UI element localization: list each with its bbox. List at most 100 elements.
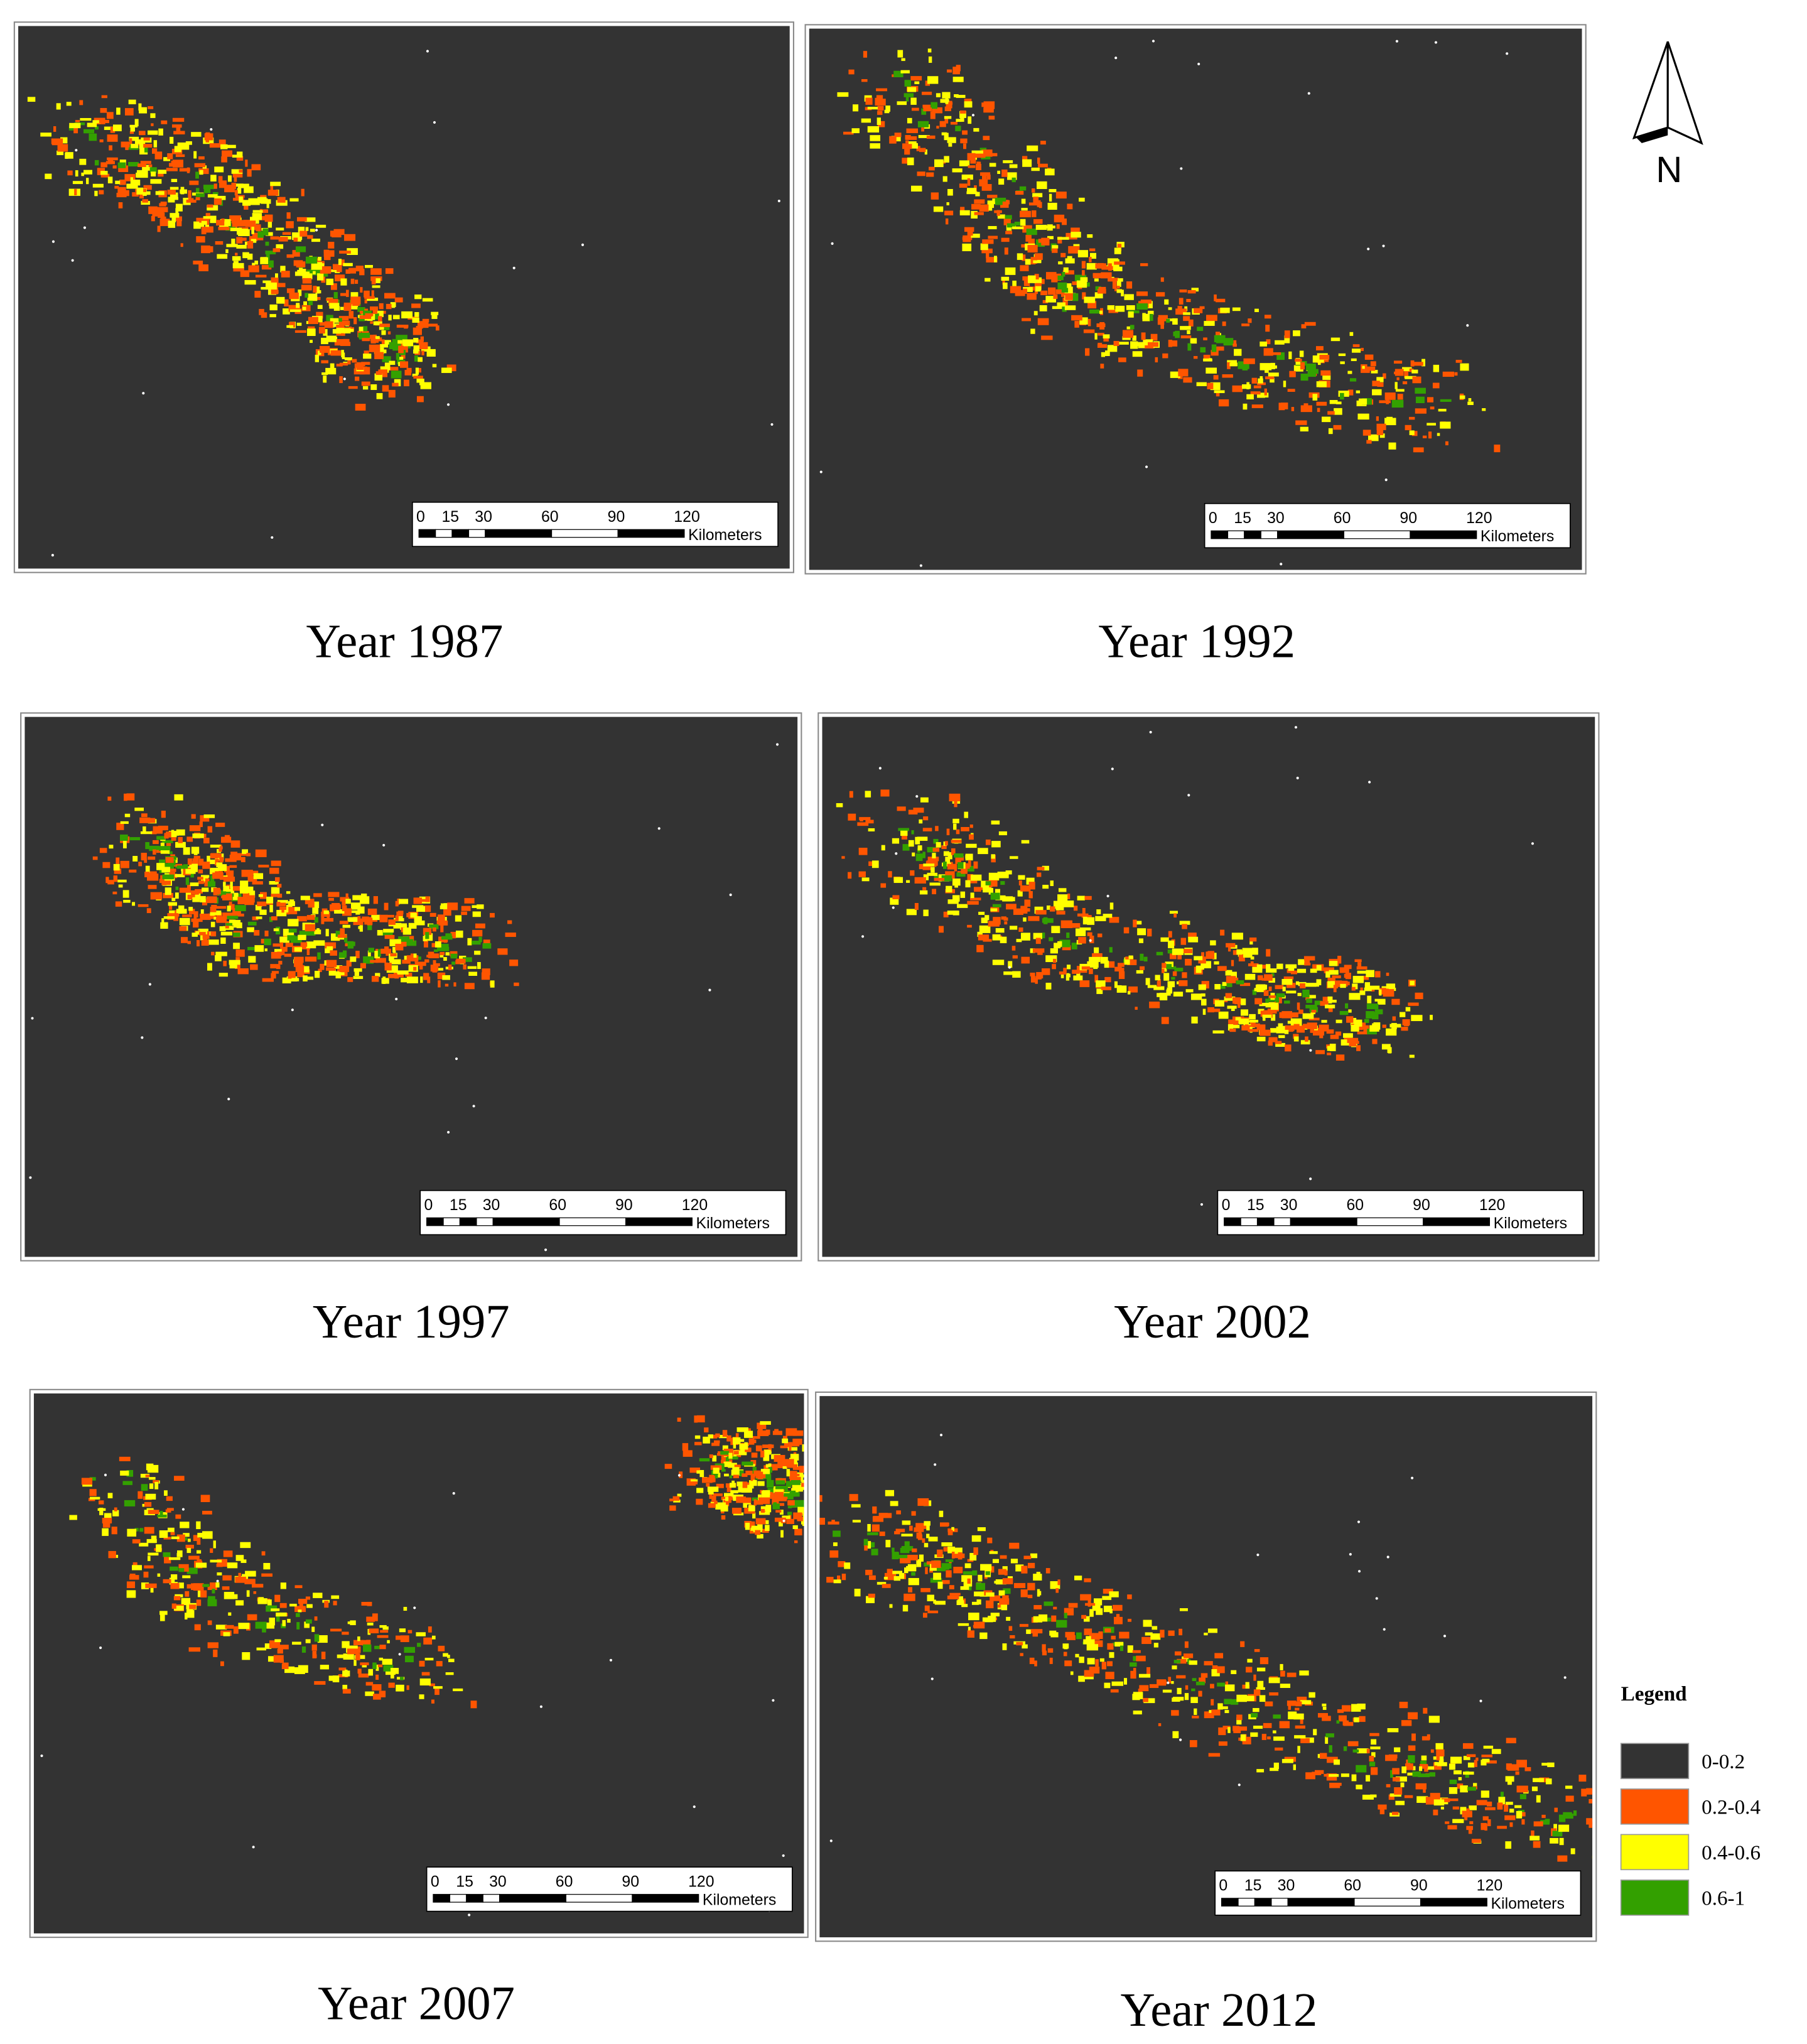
patch: [988, 235, 998, 239]
patch: [995, 889, 1000, 896]
patch: [786, 1518, 794, 1524]
patch: [1565, 1785, 1573, 1789]
patch: [1153, 1643, 1158, 1648]
patch: [988, 872, 1000, 881]
patch: [266, 232, 273, 236]
scale-segment: [1423, 1217, 1491, 1226]
legend-swatch: [1620, 1834, 1690, 1871]
patch: [1107, 345, 1118, 352]
patch: [1364, 354, 1374, 360]
patch: [1141, 1636, 1152, 1644]
patch: [165, 857, 174, 863]
patch: [947, 899, 959, 904]
patch: [333, 292, 338, 299]
patch: [843, 131, 854, 135]
patch: [1185, 1685, 1189, 1690]
patch: [1315, 346, 1324, 351]
patch: [1329, 1745, 1332, 1753]
patch: [1082, 907, 1086, 916]
patch: [1020, 265, 1029, 271]
point: [1114, 57, 1118, 60]
patch: [1243, 1695, 1254, 1702]
patch: [1054, 214, 1065, 223]
patch: [289, 322, 295, 328]
patch: [65, 152, 68, 159]
patch: [79, 100, 84, 105]
patch: [892, 895, 900, 899]
patch: [222, 1586, 230, 1590]
patch: [1276, 1026, 1287, 1034]
patch: [789, 1443, 800, 1447]
point: [1280, 563, 1283, 566]
patch: [210, 853, 222, 858]
patch: [294, 1671, 305, 1674]
patch: [169, 904, 173, 910]
patch: [841, 1574, 846, 1581]
patch: [336, 364, 343, 367]
patch: [132, 902, 136, 906]
patch: [312, 907, 319, 914]
patch: [276, 902, 281, 905]
patch: [151, 123, 154, 126]
patch: [401, 978, 407, 983]
patch: [775, 1486, 787, 1490]
panel-title: Year 1992: [1098, 614, 1295, 668]
patch: [1275, 340, 1285, 345]
patch: [297, 970, 305, 978]
patch: [398, 345, 404, 354]
patch: [271, 894, 281, 897]
patch: [989, 163, 996, 167]
patch: [967, 1578, 971, 1584]
patch: [1434, 1761, 1438, 1766]
patch: [1212, 1030, 1224, 1034]
patch: [357, 307, 365, 312]
patch: [736, 1450, 747, 1456]
patch: [951, 1527, 954, 1532]
patch: [253, 1591, 257, 1594]
patch: [954, 853, 964, 858]
patch: [1056, 911, 1065, 915]
scale-label: 120: [688, 1873, 714, 1890]
patch: [1045, 955, 1057, 963]
patch: [359, 268, 365, 276]
patch: [1211, 1709, 1221, 1716]
patch: [1158, 315, 1168, 322]
patch: [770, 1464, 778, 1471]
patch: [65, 152, 73, 159]
patch: [81, 172, 84, 176]
patch: [320, 263, 325, 268]
patch: [1201, 952, 1204, 960]
patch: [218, 180, 227, 188]
patch: [760, 1421, 771, 1425]
point: [227, 1098, 230, 1101]
patch: [315, 224, 326, 228]
patch: [1094, 333, 1098, 340]
patch: [720, 1505, 728, 1511]
patch: [1011, 946, 1016, 951]
patch: [699, 1469, 704, 1478]
patch: [1064, 286, 1073, 294]
patch: [1035, 286, 1042, 292]
patch: [1053, 958, 1057, 963]
patch: [954, 801, 957, 808]
patch: [313, 940, 325, 946]
patch: [369, 1628, 379, 1633]
scale-segment: [1356, 1217, 1424, 1226]
patch: [1016, 1641, 1023, 1646]
patch: [1297, 993, 1302, 997]
patch: [175, 203, 183, 212]
patch: [1186, 298, 1191, 303]
patch: [1001, 1604, 1008, 1611]
patch: [1077, 250, 1088, 257]
patch: [992, 904, 1001, 907]
patch: [1247, 1658, 1253, 1663]
patch: [386, 948, 389, 956]
patch: [1403, 1022, 1410, 1027]
patch: [186, 167, 190, 173]
patch: [763, 1520, 769, 1525]
patch: [1036, 239, 1045, 247]
patch: [467, 966, 477, 969]
patch: [145, 1474, 150, 1478]
patch: [1183, 316, 1190, 322]
